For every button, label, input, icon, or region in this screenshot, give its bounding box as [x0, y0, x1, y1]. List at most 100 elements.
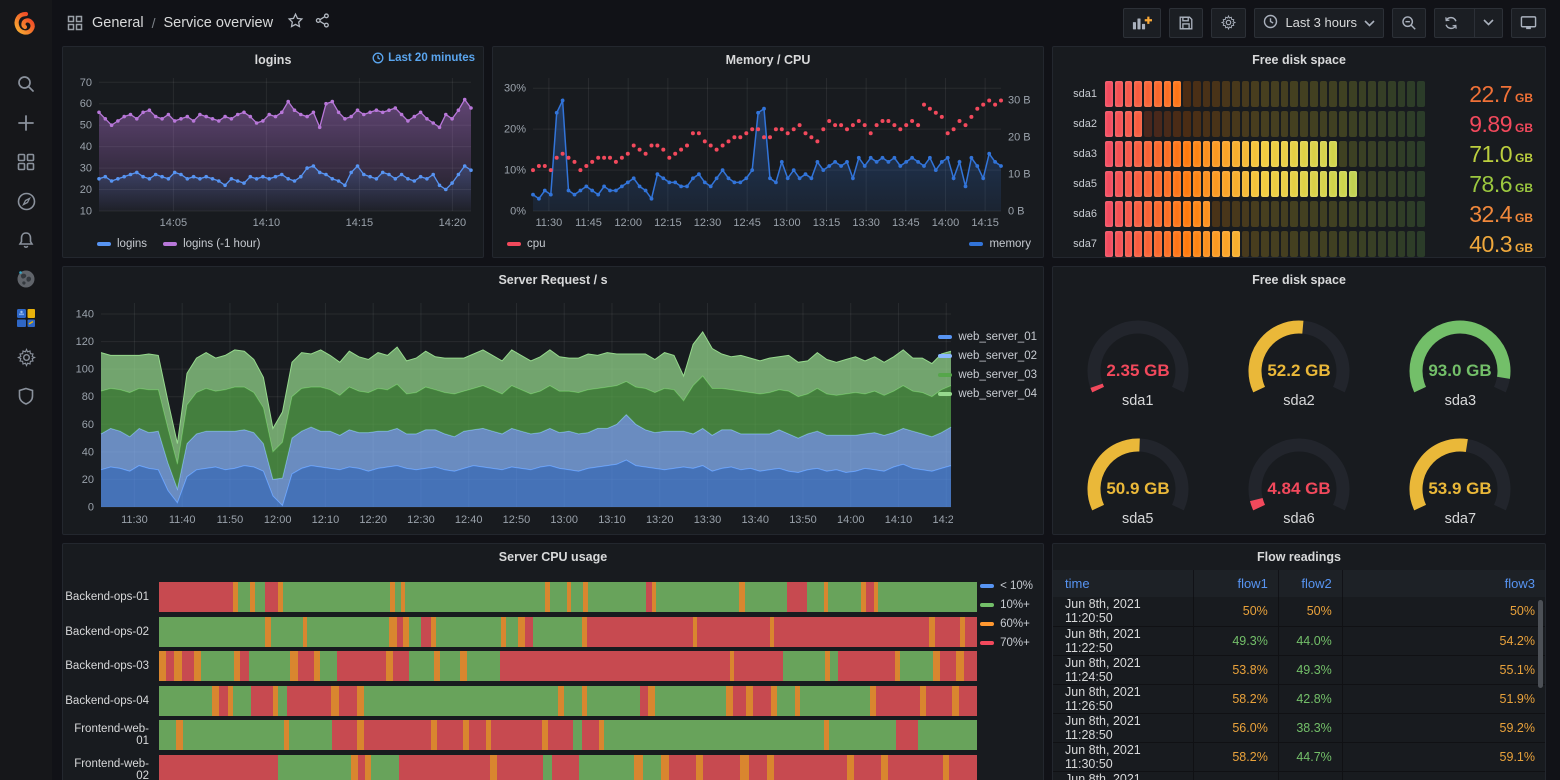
breadcrumb-page[interactable]: Service overview	[163, 15, 273, 31]
panel-title[interactable]: Server Request / s	[498, 273, 607, 287]
timeline-segment	[182, 651, 194, 681]
timeline-segment	[467, 651, 500, 681]
worldmap-plugin-icon[interactable]	[14, 267, 38, 291]
column-header-time[interactable]: time	[1053, 570, 1194, 597]
legend-item[interactable]: web_server_03	[938, 369, 1037, 381]
svg-text:14:20: 14:20	[932, 514, 953, 526]
timeline-bar	[159, 617, 977, 647]
timeline-segment	[787, 582, 808, 612]
timeline-segment	[933, 651, 940, 681]
column-header-flow2[interactable]: flow2	[1278, 570, 1342, 597]
timeline-segment	[194, 651, 201, 681]
add-panel-button[interactable]	[1123, 8, 1161, 38]
timeline-row-label: Backend-ops-04	[63, 695, 159, 707]
svg-text:10 B: 10 B	[1008, 169, 1031, 181]
legend-swatch	[97, 242, 111, 246]
svg-text:12:45: 12:45	[733, 217, 761, 229]
time-range-picker[interactable]: Last 3 hours	[1254, 8, 1384, 38]
timeline-row-label: Backend-ops-01	[63, 591, 159, 603]
configuration-gear-icon[interactable]	[14, 345, 38, 369]
column-header-flow3[interactable]: flow3	[1342, 570, 1545, 597]
star-icon[interactable]	[287, 12, 304, 34]
gauge-label: sda3	[1445, 393, 1476, 409]
timeline-segment	[749, 755, 767, 780]
panel-title[interactable]: Free disk space	[1252, 53, 1346, 67]
panel-title[interactable]: Flow readings	[1257, 550, 1341, 564]
dashboards-icon[interactable]	[14, 150, 38, 174]
panel-header: Server Request / s	[63, 267, 1043, 293]
legend-item[interactable]: memory	[969, 238, 1031, 250]
legend-item[interactable]: cpu	[507, 238, 546, 250]
server-requests-legend: web_server_01 web_server_02 web_server_03w…	[938, 331, 1037, 400]
legend-item[interactable]: 60%+	[980, 618, 1033, 630]
timeline-row: Backend-ops-04	[63, 686, 1043, 716]
timeline-segment	[880, 617, 929, 647]
timeline-segment	[604, 720, 824, 750]
timeline-segment	[881, 755, 888, 780]
legend-item[interactable]: logins (-1 hour)	[163, 238, 260, 250]
cell-time: Jun 8th, 2021 11:20:50	[1053, 597, 1194, 626]
timeline-segment	[174, 651, 182, 681]
dashboard-settings-button[interactable]	[1211, 8, 1246, 38]
panel-title[interactable]: Memory / CPU	[726, 53, 811, 67]
svg-text:20: 20	[80, 184, 92, 196]
timeline-segment	[437, 720, 462, 750]
table-row: Jun 8th, 2021 11:24:5053.8%49.3%55.1%	[1053, 655, 1545, 684]
panel-title[interactable]: Server CPU usage	[499, 550, 607, 564]
apps-grid-icon[interactable]	[66, 14, 84, 32]
legend-label: 60%+	[1000, 618, 1030, 630]
timeline-row-label: Backend-ops-03	[63, 660, 159, 672]
disk-value: 32.4GB	[1425, 201, 1533, 228]
app-plugin-icon[interactable]	[14, 306, 38, 330]
explore-compass-icon[interactable]	[14, 189, 38, 213]
legend-swatch	[938, 335, 952, 339]
legend-swatch	[980, 603, 994, 607]
save-dashboard-button[interactable]	[1169, 8, 1203, 38]
legend-item[interactable]: < 10%	[980, 580, 1033, 592]
table-scrollbar[interactable]	[1538, 600, 1543, 688]
legend-label: logins (-1 hour)	[183, 238, 260, 250]
legend-item[interactable]: web_server_02	[938, 350, 1037, 362]
timeline-segment	[918, 720, 977, 750]
svg-text:13:45: 13:45	[892, 217, 920, 229]
time-override-badge[interactable]: Last 20 minutes	[372, 52, 475, 64]
cycle-view-button[interactable]	[1511, 8, 1546, 38]
timeline-segment	[255, 582, 265, 612]
create-plus-icon[interactable]	[14, 111, 38, 135]
refresh-button[interactable]	[1435, 9, 1467, 37]
timeline-segment	[740, 755, 749, 780]
refresh-interval-chevron[interactable]	[1474, 9, 1502, 37]
timeline-bar	[159, 686, 977, 716]
column-header-flow1[interactable]: flow1	[1194, 570, 1279, 597]
timeline-segment	[643, 755, 661, 780]
zoom-out-button[interactable]	[1392, 8, 1426, 38]
svg-text:60: 60	[80, 98, 92, 110]
timeline-segment	[389, 617, 397, 647]
search-icon[interactable]	[14, 72, 38, 96]
svg-text:12:40: 12:40	[455, 514, 483, 526]
cell-flow3: 64.2%	[1342, 771, 1545, 780]
svg-text:60: 60	[82, 419, 94, 431]
alerting-bell-icon[interactable]	[14, 228, 38, 252]
legend-swatch	[969, 242, 983, 246]
legend-item[interactable]: web_server_01	[938, 331, 1037, 343]
breadcrumb-section[interactable]: General	[92, 15, 144, 31]
share-icon[interactable]	[314, 12, 331, 34]
panel-title[interactable]: Free disk space	[1252, 273, 1346, 287]
legend-item[interactable]: 70%+	[980, 637, 1033, 649]
legend-item[interactable]: web_server_04	[938, 388, 1037, 400]
legend-swatch	[980, 641, 994, 645]
timeline-segment	[959, 686, 977, 716]
navbar: General / Service overview Last 3 hours	[52, 0, 1560, 45]
panel-title[interactable]: logins	[255, 53, 292, 67]
svg-text:12:00: 12:00	[614, 217, 642, 229]
legend-item[interactable]: 10%+	[980, 599, 1033, 611]
legend-swatch	[980, 584, 994, 588]
timeline-segment	[497, 755, 543, 780]
timeline-segment	[159, 720, 176, 750]
svg-text:14:15: 14:15	[346, 217, 374, 229]
grafana-logo[interactable]	[8, 8, 44, 44]
server-admin-shield-icon[interactable]	[14, 384, 38, 408]
logins-chart: 14:0514:1014:1514:2070605040302010	[63, 73, 483, 236]
legend-item[interactable]: logins	[97, 238, 147, 250]
